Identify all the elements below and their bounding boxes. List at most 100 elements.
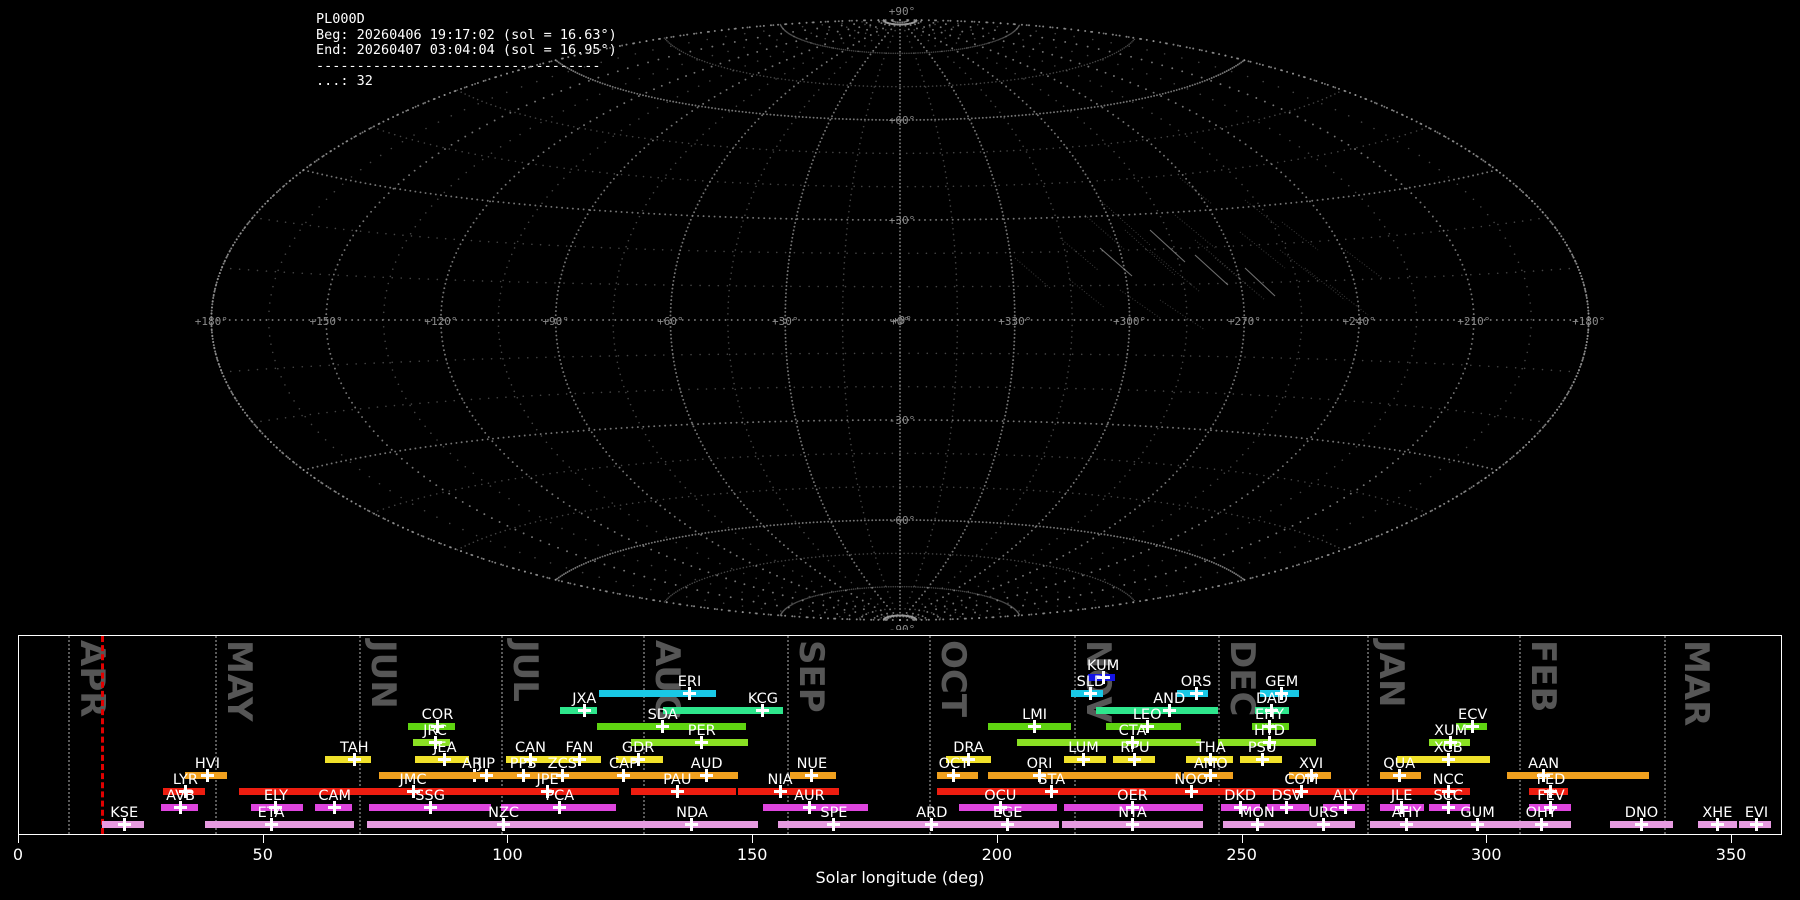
header-count: ...: 32 — [316, 73, 373, 89]
shower-bar[interactable] — [1134, 788, 1231, 796]
shower-peak-marker — [1263, 719, 1277, 733]
shower-peak-marker — [1392, 768, 1406, 782]
shower-bar[interactable] — [239, 788, 509, 796]
x-axis-tick-label: 0 — [12, 845, 24, 864]
shower-code-label: NZC — [488, 804, 519, 821]
shower-code-label: ECV — [1458, 706, 1488, 723]
month-divider — [1519, 636, 1522, 834]
shower-code-label: COM — [1284, 772, 1319, 789]
sky-dec-label: +30° — [889, 214, 916, 227]
shower-code-label: AMO — [1193, 755, 1228, 772]
shower-peak-marker — [1255, 752, 1269, 766]
shower-peak-marker — [1250, 817, 1264, 831]
month-divider — [1073, 636, 1076, 834]
sky-map-panel: +180° +150° +120° +90° +60° +30° +0° +330° +300°… — [195, 5, 1605, 630]
shower-activity-timeline[interactable]: APR MAY JUN JUL AUG SEP OCT NOV DEC JAN FEB MAR KUM E… — [18, 635, 1782, 835]
shower-code-label: ALY — [1332, 788, 1358, 805]
x-axis-tick — [996, 835, 998, 843]
shower-peak-marker — [1280, 801, 1294, 815]
shower-code-label: JMC — [399, 772, 427, 789]
shower-bar[interactable] — [1017, 739, 1201, 747]
shower-peak-marker — [1096, 671, 1110, 684]
shower-code-label: CTA — [1118, 723, 1147, 740]
x-axis-title: Solar longitude (deg) — [815, 868, 985, 887]
shower-peak-marker — [1028, 719, 1042, 733]
shower-peak-marker — [1001, 817, 1015, 831]
shower-code-label: AUR — [794, 788, 825, 805]
sky-dec-label: -90° — [889, 623, 916, 630]
shower-code-label: PER — [687, 723, 716, 740]
shower-code-label: EGE — [992, 804, 1023, 821]
x-axis-tick — [18, 835, 19, 843]
shower-code-label: PCA — [545, 788, 575, 805]
shower-code-label: THA — [1195, 739, 1226, 756]
month-label-jul: JUL — [505, 640, 546, 702]
shower-bar[interactable] — [1506, 771, 1649, 779]
shower-bar[interactable] — [1230, 788, 1439, 796]
shower-peak-marker — [577, 703, 591, 717]
shower-code-label: AUD — [690, 755, 723, 772]
month-label-jan: JAN — [1371, 640, 1412, 708]
shower-peak-marker — [438, 752, 452, 766]
shower-code-label: COR — [421, 706, 454, 723]
month-divider — [787, 636, 790, 834]
month-label-apr: APR — [71, 640, 112, 718]
shower-peak-marker — [553, 801, 567, 815]
header-rule: ----------------------------------- — [316, 57, 601, 74]
month-divider — [214, 636, 217, 834]
sky-map-svg: +180° +150° +120° +90° +60° +30° +0° +330° +300°… — [195, 5, 1605, 630]
shower-bar[interactable] — [596, 722, 746, 730]
shower-code-label: JPE — [536, 772, 559, 789]
shower-peak-marker — [428, 736, 442, 750]
shower-code-label: SPE — [820, 804, 848, 821]
shower-code-label: KSE — [110, 804, 139, 821]
shower-code-label: ETA — [257, 804, 285, 821]
shower-peak-marker — [1444, 736, 1458, 750]
shower-bar[interactable] — [598, 690, 717, 698]
shower-code-label: LMI — [1022, 706, 1048, 723]
shower-peak-marker — [685, 817, 699, 831]
shower-bar[interactable] — [958, 804, 1057, 812]
shower-code-label: NTA — [1118, 804, 1147, 821]
shower-peak-marker — [947, 768, 961, 782]
x-axis-tick-label: 250 — [1226, 845, 1257, 864]
shower-bar[interactable] — [988, 771, 1182, 779]
shower-code-label: JXA — [572, 690, 597, 707]
shower-peak-marker — [631, 752, 645, 766]
shower-peak-marker — [1162, 703, 1176, 717]
shower-bar[interactable] — [630, 739, 749, 747]
shower-code-label: TAH — [339, 739, 369, 756]
shower-bar[interactable] — [936, 788, 1233, 796]
shower-bar[interactable] — [662, 706, 783, 714]
shower-peak-marker — [1077, 752, 1091, 766]
sky-ra-label: +30° — [772, 315, 799, 328]
shower-code-label: OER — [1117, 788, 1148, 805]
sky-ra-label: +270° — [1228, 315, 1261, 328]
shower-bar[interactable] — [204, 820, 355, 828]
x-axis-tick-label: 200 — [981, 845, 1013, 864]
shower-bar[interactable] — [738, 788, 839, 796]
shower-code-label: ELY — [263, 788, 289, 805]
shower-peak-marker — [1338, 801, 1352, 815]
sky-ra-label: +150° — [310, 315, 343, 328]
shower-code-label: STA — [1038, 772, 1066, 789]
shower-code-label: PSU — [1247, 739, 1277, 756]
shower-code-label: AAN — [1528, 755, 1560, 772]
shower-bar[interactable] — [1095, 706, 1219, 714]
shower-code-label: NOO — [1174, 772, 1209, 789]
month-divider — [67, 636, 70, 834]
x-axis-tick — [262, 835, 264, 843]
x-axis-tick-label: 50 — [252, 845, 273, 864]
shower-code-label: NIA — [767, 772, 793, 789]
shower-bar[interactable] — [508, 788, 619, 796]
month-divider — [1218, 636, 1221, 834]
shower-peak-marker — [1395, 801, 1409, 815]
sky-ra-label: +180° — [1572, 315, 1605, 328]
shower-code-label: AVB — [166, 788, 195, 805]
sky-ra-label: +240° — [1343, 315, 1376, 328]
shower-code-label: SSG — [415, 788, 445, 805]
sky-ra-label: +90° — [542, 315, 569, 328]
shower-peak-marker — [1400, 817, 1414, 831]
shower-peak-marker — [670, 785, 684, 799]
